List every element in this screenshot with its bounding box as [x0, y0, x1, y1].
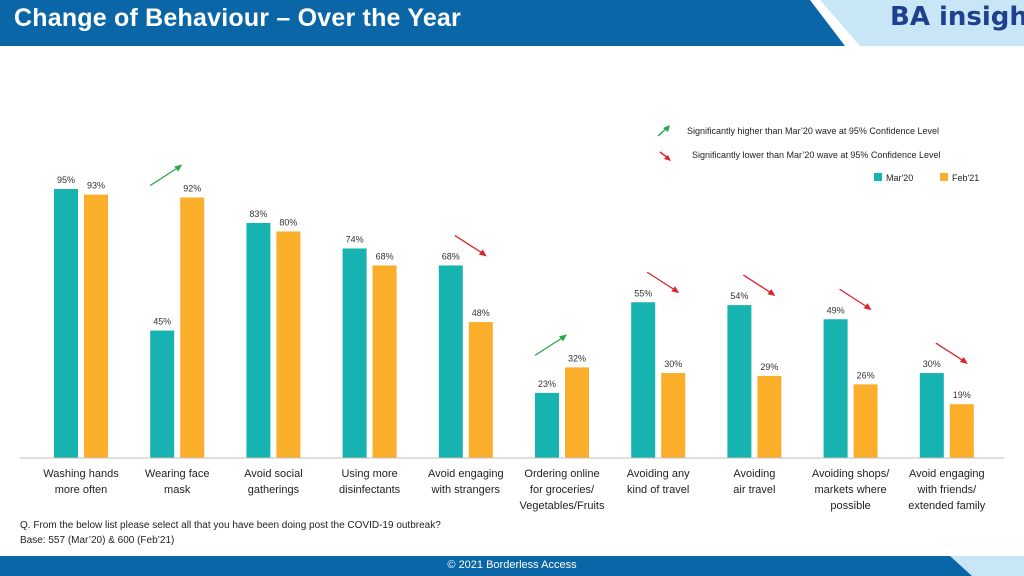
data-label-mar20-6: 55% [634, 288, 652, 298]
bar-feb21-6 [661, 373, 686, 458]
data-label-mar20-7: 54% [730, 291, 748, 301]
data-label-mar20-0: 95% [57, 175, 75, 185]
data-label-feb21-1: 92% [183, 183, 201, 193]
x-tick-label-4: Avoid engaging with strangers [428, 468, 504, 496]
data-label-mar20-9: 30% [923, 359, 941, 369]
legend-label-mar20: Mar'20 [886, 173, 913, 183]
bar-feb21-8 [853, 384, 878, 458]
significance-lower-arrow-icon-8 [839, 288, 872, 311]
survey-question: Q. From the below list please select all… [20, 520, 441, 531]
bar-feb21-4 [468, 322, 493, 458]
data-label-mar20-4: 68% [442, 251, 460, 261]
bar-mar20-3 [342, 248, 367, 458]
data-label-feb21-5: 32% [568, 353, 586, 363]
footer-bar: © 2021 Borderless Access [0, 556, 1024, 576]
footer-background [0, 556, 1024, 576]
x-tick-label-3: Using more disinfectants [339, 468, 401, 496]
bar-mar20-9 [919, 373, 944, 458]
legend-swatch-feb21 [940, 173, 948, 181]
significance-lower-arrow-icon-4 [454, 234, 487, 257]
bar-chart: Significantly higher than Mar’20 wave at… [20, 125, 1004, 512]
brand-logo: BA insightz [890, 2, 1024, 32]
data-label-feb21-7: 29% [760, 362, 778, 372]
bar-mar20-8 [823, 319, 848, 458]
x-tick-label-2: Avoid social gatherings [244, 468, 303, 496]
bar-feb21-7 [757, 375, 782, 458]
bars-group: 95% 93% 45% 92% 83% 80% 74% 68% 68% 48% 23% 32% 55% 3… [54, 175, 974, 459]
data-label-feb21-2: 80% [279, 217, 297, 227]
data-label-mar20-8: 49% [827, 305, 845, 315]
legend-lower-label: Significantly lower than Mar’20 wave at … [692, 150, 940, 160]
x-tick-label-5: Ordering online for groceries/Vegetables/… [520, 468, 605, 512]
data-label-feb21-9: 19% [953, 390, 971, 400]
legend-lower-arrow-icon [659, 151, 671, 161]
significance-lower-arrow-icon-6 [646, 271, 680, 294]
x-tick-label-7: Avoiding air travel [733, 468, 775, 496]
significance-higher-arrow-icon-5 [534, 334, 567, 356]
significance-arrows [149, 164, 968, 365]
legend-higher-label: Significantly higher than Mar’20 wave at… [687, 126, 939, 136]
x-tick-label-9: Avoid engaging with friends/extended fami… [908, 468, 986, 512]
data-label-feb21-0: 93% [87, 181, 105, 191]
x-tick-label-0: Washing hands more often [43, 468, 119, 496]
x-tick-label-6: Avoiding any kind of travel [627, 468, 690, 496]
bar-feb21-0 [84, 194, 108, 459]
page-title: Change of Behaviour – Over the Year [14, 4, 461, 32]
data-label-mar20-2: 83% [249, 209, 267, 219]
bar-mar20-4 [438, 265, 463, 458]
bar-feb21-9 [949, 404, 974, 458]
legend-higher-arrow-icon [657, 125, 670, 137]
legend-label-feb21: Feb'21 [952, 173, 979, 183]
copyright-text: © 2021 Borderless Access [447, 559, 577, 571]
bar-mar20-6 [631, 302, 656, 458]
data-label-feb21-4: 48% [472, 308, 490, 318]
significance-lower-arrow-icon-9 [935, 342, 968, 365]
bar-mar20-5 [535, 392, 559, 458]
data-label-mar20-5: 23% [538, 379, 556, 389]
data-label-mar20-1: 45% [153, 317, 171, 327]
bar-mar20-1 [150, 330, 175, 458]
x-axis-labels: Washing hands more often Wearing face mask A… [43, 468, 986, 512]
bar-feb21-2 [276, 231, 301, 458]
significance-lower-arrow-icon-7 [743, 274, 776, 297]
data-label-feb21-6: 30% [664, 359, 682, 369]
header-banner: Change of Behaviour – Over the Year BA i… [0, 0, 1024, 46]
data-label-mar20-3: 74% [346, 234, 364, 244]
legend-swatch-mar20 [874, 173, 882, 181]
bar-mar20-2 [246, 222, 271, 458]
sample-base: Base: 557 (Mar’20) & 600 (Feb’21) [20, 535, 175, 546]
bar-feb21-1 [180, 197, 205, 458]
header-background [0, 0, 1024, 46]
data-label-feb21-3: 68% [376, 251, 394, 261]
x-tick-label-8: Avoiding shops/markets where possible [812, 468, 890, 512]
data-label-feb21-8: 26% [857, 370, 875, 380]
bar-mar20-7 [727, 305, 752, 458]
significance-higher-arrow-icon-1 [149, 164, 183, 187]
bar-mar20-0 [54, 189, 78, 458]
x-tick-label-1: Wearing face mask [145, 468, 210, 496]
significance-legend: Significantly higher than Mar’20 wave at… [657, 125, 979, 183]
bar-feb21-5 [565, 367, 589, 458]
bar-feb21-3 [372, 265, 397, 458]
